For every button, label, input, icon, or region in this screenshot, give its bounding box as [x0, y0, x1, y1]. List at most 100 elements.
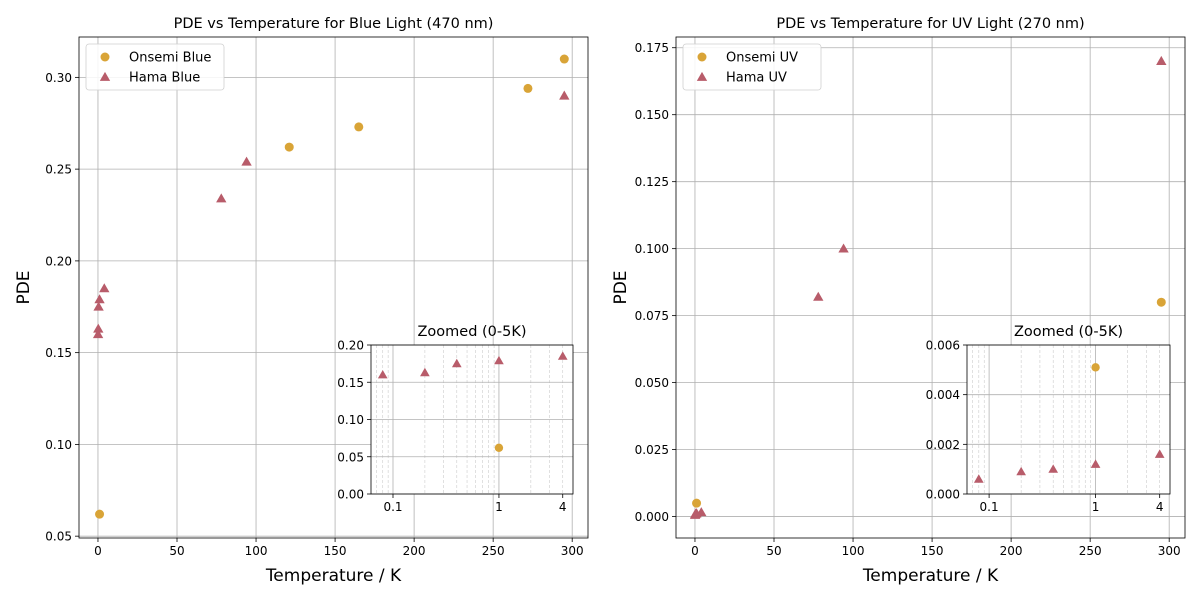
y-tick-label: 0.125: [635, 175, 669, 189]
x-axis-label: Temperature / K: [265, 566, 402, 586]
data-point-triangle: [216, 193, 227, 203]
inset-data-point-triangle: [377, 369, 388, 379]
y-axis-label: PDE: [14, 270, 34, 304]
data-point-triangle: [559, 90, 570, 100]
legend: Onsemi Blue Hama Blue: [85, 43, 225, 91]
legend-marker-triangle: [696, 71, 708, 81]
data-point-circle: [1156, 297, 1166, 307]
inset-y-tick-label: 0.006: [926, 339, 960, 353]
data-point-circle: [559, 54, 569, 64]
data-point-triangle: [1156, 55, 1167, 65]
data-point-triangle: [838, 243, 849, 253]
inset-data-point-triangle: [420, 367, 430, 377]
legend-label: Onsemi UV: [726, 51, 798, 66]
inset-data-point-triangle: [1048, 464, 1059, 473]
inset-data-point-triangle: [1154, 449, 1165, 458]
inset-data-point-triangle: [973, 474, 984, 483]
inset-y-tick-label: 0.15: [337, 376, 364, 390]
y-tick-label: 0.075: [635, 309, 669, 323]
y-tick-label: 0.150: [635, 108, 669, 122]
inset-y-tick-label: 0.00: [337, 488, 364, 502]
y-tick-label: 0.20: [45, 254, 72, 268]
x-tick-label: 200: [1000, 544, 1023, 558]
inset-data-point-triangle: [494, 355, 504, 365]
inset-y-tick-label: 0.000: [926, 488, 960, 502]
data-point-triangle: [813, 291, 824, 301]
legend-marker-triangle: [99, 71, 111, 81]
x-tick-label: 250: [1079, 544, 1102, 558]
inset-frame: [966, 344, 1171, 495]
legend-label: Onsemi Blue: [129, 51, 211, 66]
chart-panel-1: 0 50 100 150 200 250 300 0.05 0.10 0.15 0.20 0.25 0.…: [14, 16, 589, 586]
inset-y-tick-label: 0.05: [337, 450, 364, 464]
inset-title: Zoomed (0-5K): [1014, 324, 1123, 340]
data-point-triangle: [696, 507, 707, 517]
x-tick-label: 150: [921, 544, 944, 558]
inset-y-tick-label: 0.20: [337, 339, 364, 353]
data-point-circle: [523, 83, 533, 93]
inset-background: [967, 345, 1170, 494]
legend-marker-circle: [100, 52, 110, 62]
data-point-triangle: [99, 283, 110, 293]
chart-title: PDE vs Temperature for Blue Light (470 n…: [174, 16, 494, 32]
data-point-triangle: [241, 156, 252, 166]
x-axis-label: Temperature / K: [862, 566, 999, 586]
inset-x-tick-label: 4: [1156, 500, 1164, 514]
data-point-circle: [354, 122, 364, 132]
inset-x-tick-label: 0.1: [980, 500, 999, 514]
inset-data-point-triangle: [451, 358, 462, 368]
legend-marker-circle: [697, 52, 707, 62]
inset-x-tick-label: 1: [1092, 500, 1100, 514]
data-point-circle: [692, 498, 702, 508]
x-tick-label: 50: [766, 544, 781, 558]
x-tick-label: 200: [403, 544, 426, 558]
plot-frame: [78, 36, 589, 539]
y-tick-label: 0.15: [45, 346, 72, 360]
plot-frame: [675, 36, 1186, 539]
inset-data-point-triangle: [1016, 466, 1026, 476]
y-tick-label: 0.175: [635, 41, 669, 55]
legend-label: Hama UV: [726, 71, 787, 86]
inset-chart: 0.1 1 4 0.000 0.002 0.004 0.006 Zoomed (0-5K): [926, 324, 1171, 514]
chart-title: PDE vs Temperature for UV Light (270 nm): [776, 16, 1084, 32]
data-point-triangle: [93, 301, 104, 311]
legend-box: [85, 43, 225, 91]
x-tick-label: 250: [482, 544, 505, 558]
inset-x-tick-label: 1: [495, 500, 503, 514]
y-tick-label: 0.000: [635, 510, 669, 524]
legend-box: [682, 43, 822, 91]
x-tick-label: 50: [169, 544, 184, 558]
x-tick-label: 150: [324, 544, 347, 558]
inset-x-tick-label: 0.1: [383, 500, 402, 514]
y-tick-label: 0.30: [45, 71, 72, 85]
data-point-triangle: [94, 294, 105, 304]
inset-data-point-triangle: [1090, 459, 1101, 468]
x-tick-label: 100: [245, 544, 268, 558]
y-tick-label: 0.025: [635, 443, 669, 457]
inset-x-tick-label: 4: [559, 500, 567, 514]
inset-y-tick-label: 0.10: [337, 413, 364, 427]
y-axis-label: PDE: [611, 270, 631, 304]
x-tick-label: 0: [691, 544, 699, 558]
x-tick-label: 0: [94, 544, 102, 558]
inset-data-point-triangle: [557, 351, 568, 360]
data-point-triangle: [92, 329, 104, 339]
x-tick-label: 300: [561, 544, 584, 558]
inset-y-tick-label: 0.002: [926, 438, 960, 452]
y-tick-label: 0.050: [635, 376, 669, 390]
legend: Onsemi UV Hama UV: [682, 43, 822, 91]
inset-data-point-circle: [494, 443, 504, 453]
inset-data-point-circle: [1091, 363, 1100, 372]
y-tick-label: 0.25: [45, 163, 72, 177]
y-tick-label: 0.100: [635, 242, 669, 256]
legend-label: Hama Blue: [129, 71, 200, 86]
x-tick-label: 100: [842, 544, 865, 558]
y-tick-label: 0.05: [45, 530, 72, 544]
y-tick-label: 0.10: [45, 438, 72, 452]
x-tick-label: 300: [1158, 544, 1181, 558]
data-point-circle: [95, 509, 105, 519]
chart-panel-2: 0 50 100 150 200 250 300 0.000 0.025 0.050 0.075 0.…: [611, 16, 1186, 586]
inset-y-tick-label: 0.004: [926, 388, 960, 402]
